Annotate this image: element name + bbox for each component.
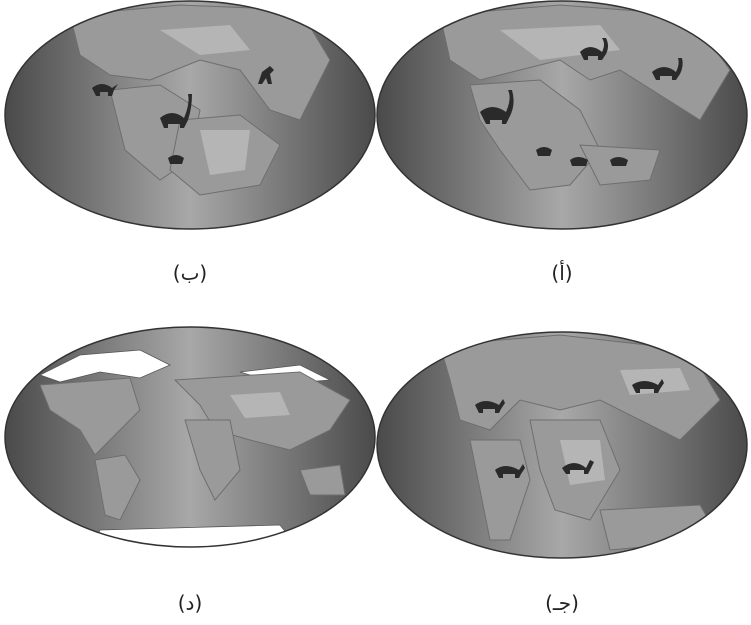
map [4,0,376,230]
dinosaur [92,84,118,96]
map-outline [376,0,748,230]
shelf [230,392,290,418]
landmass [184,419,241,501]
dinosaur [536,147,552,156]
map [4,326,376,548]
shelf [160,25,250,55]
shelf [200,130,250,175]
landmass [299,464,346,496]
landmass [469,79,601,191]
dinosaur [495,464,525,478]
dinosaur [475,399,505,413]
dinosaur [580,38,608,60]
map [376,0,748,230]
landmass [469,439,531,541]
dinosaur [610,157,628,166]
map-outline [4,0,376,230]
dinosaur [168,155,184,164]
dinosaur [570,157,588,166]
dinosaur [480,90,514,124]
map-label: (جـ) [545,591,579,615]
dinosaur [258,66,274,84]
dinosaur [562,460,594,474]
map-label: (د) [178,591,203,615]
map-outline [376,331,748,559]
map-label: (أ) [551,260,572,285]
ice-sheet [38,349,171,383]
shelf [560,440,605,485]
dinosaur [632,379,664,393]
landmass [599,504,721,551]
landmass [39,377,141,456]
landmass [94,454,141,521]
dinosaur [652,58,683,80]
dinosaur [160,94,192,128]
map-label: (ب) [173,261,207,285]
map [376,331,748,559]
map-outline [4,326,376,548]
